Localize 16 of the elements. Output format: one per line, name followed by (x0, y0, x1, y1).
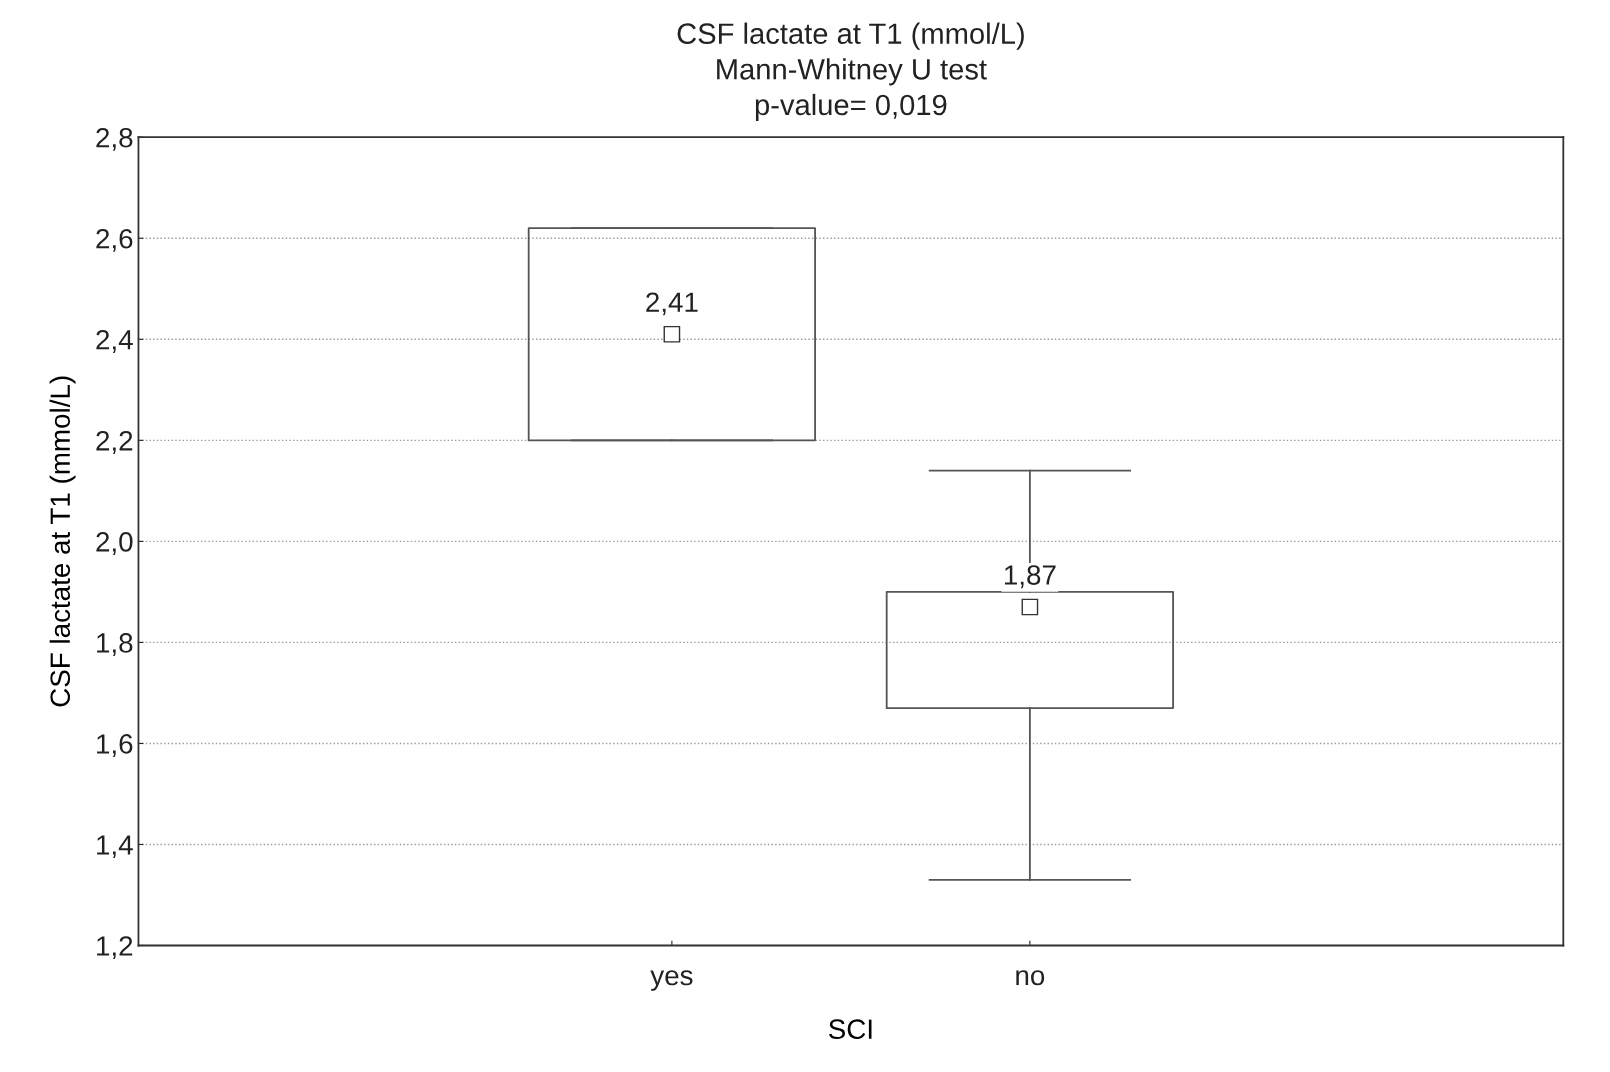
x-tick-label: no (1016, 970, 1045, 986)
y-tick-label: 1,4 (97, 835, 133, 859)
y-tick-label: 2,4 (96, 329, 133, 353)
text: 1,87 (1004, 565, 1056, 589)
y-tick-label: 1,2 (97, 936, 133, 960)
y-tick-label: 2,0 (96, 532, 133, 555)
y-tick-label: 1,6 (97, 734, 133, 758)
text: 2,41 (646, 292, 698, 316)
x-tick-label: yes (650, 970, 693, 991)
y-tick-label: 2,2 (96, 430, 133, 454)
y-axis-title: CSF lactate at T1 (mmol/L) (49, 376, 76, 707)
y-tick-label: 2,8 (96, 127, 133, 151)
y-tick-label: 1,8 (97, 633, 133, 657)
y-tick-label: 2,6 (96, 228, 133, 252)
chart-title: CSF lactate at T1 (mmol/L) Mann-Whitney U test p-value= 0,019 (677, 22, 1024, 122)
x-axis-title: SCI (828, 1019, 872, 1040)
